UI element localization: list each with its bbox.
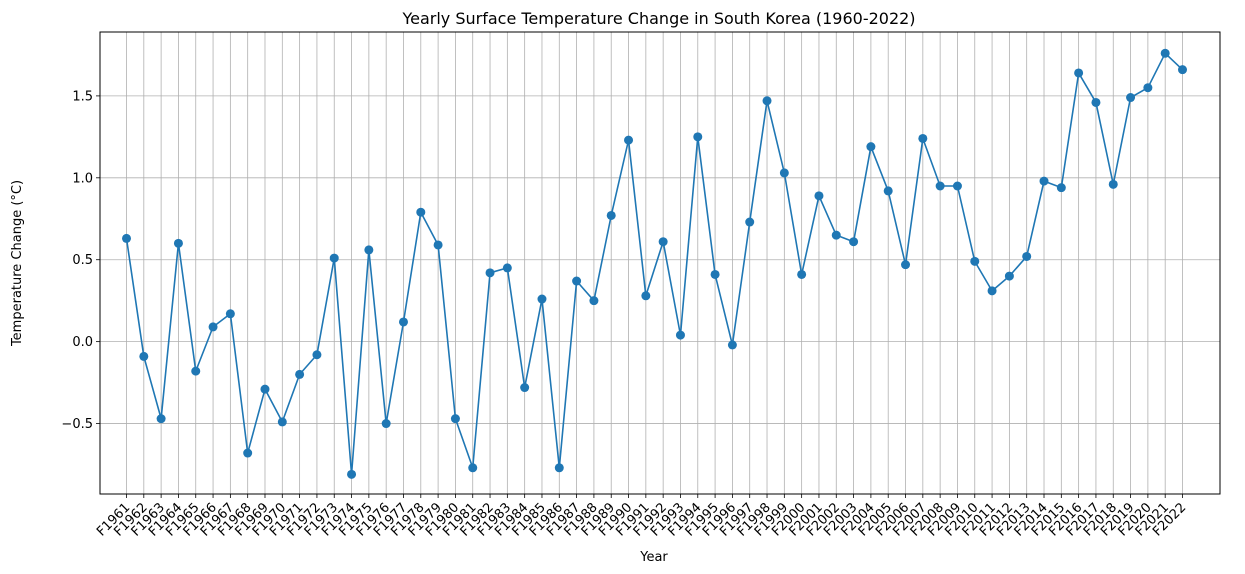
data-point [347,469,357,479]
data-point [243,448,253,458]
y-tick-label: 0.5 [72,253,93,268]
y-axis: −0.5 0.0 0.5 1.0 1.5 [61,89,100,432]
plot-frame [99,31,1221,495]
data-point [1126,93,1136,103]
y-tick-label: 0.0 [72,335,93,350]
data-point [208,322,218,332]
data-point [797,269,807,279]
data-point [658,237,668,247]
series-line [125,52,1184,476]
y-tick-label: −0.5 [61,417,93,432]
data-point [1091,97,1101,107]
data-point [1022,251,1032,261]
x-axis-label: Year [639,550,668,565]
data-point [606,210,616,220]
data-point [364,245,374,255]
data-point [831,230,841,240]
data-point [1178,65,1187,75]
data-point [1004,271,1014,281]
data-point [970,256,980,266]
data-point [295,369,305,379]
data-point [260,384,270,394]
data-point [710,269,720,279]
y-tick-label: 1.0 [72,171,93,186]
data-point [918,133,928,143]
data-point [952,181,962,191]
data-point [381,419,391,429]
data-point [225,309,235,319]
data-point [727,340,737,350]
data-point [520,383,530,393]
data-point [277,417,287,427]
data-point [398,317,408,327]
data-point [745,217,755,227]
data-point [779,168,789,178]
y-axis-label: Temperature Change (°C) [10,180,25,347]
data-point [1056,183,1066,193]
data-point [485,268,495,278]
data-point [1160,48,1170,58]
data-point [1074,68,1084,78]
data-point [537,294,547,304]
data-point [987,286,997,296]
data-point [693,132,703,142]
data-point [122,233,131,243]
series-line-group [122,48,1187,479]
data-point [624,135,634,145]
data-point [502,263,512,273]
data-point [589,296,599,306]
grid [100,32,1220,494]
data-point [814,191,824,201]
data-point [450,414,460,424]
data-point [675,330,685,340]
y-tick-label: 1.5 [72,89,93,104]
data-point [866,142,876,152]
data-point [433,240,443,250]
data-point [1039,176,1049,186]
data-point [1143,83,1153,93]
data-point [762,96,772,106]
data-point [468,463,478,473]
data-point [173,238,183,248]
data-point [312,350,322,360]
chart-title: Yearly Surface Temperature Change in Sou… [401,9,915,28]
data-point [156,414,166,424]
data-point [901,260,911,270]
x-axis: F1961F1962F1963F1964F1965F1966F1967F1968… [94,494,1189,540]
data-point [883,186,893,196]
data-point [139,351,149,361]
data-point [329,253,339,263]
data-point [572,276,582,286]
data-point [641,291,651,301]
data-point [554,463,564,473]
data-point [1108,179,1118,189]
data-point [935,181,945,191]
data-point [416,207,426,217]
data-point [849,237,859,247]
data-point [191,366,201,376]
